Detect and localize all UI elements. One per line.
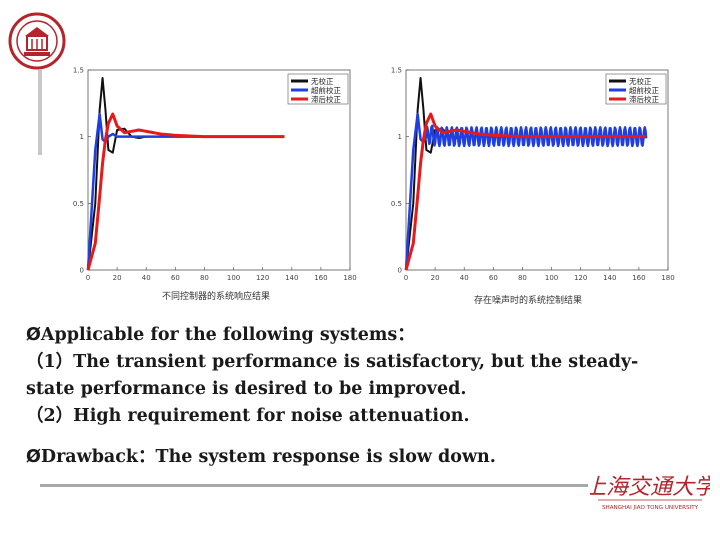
bullet-sub-1-cont: state performance is desired to be impro… [26,379,467,399]
legend-entry: 超前校正 [629,85,659,95]
x-tick-label: 0 [404,274,408,282]
x-tick-label: 60 [171,274,180,282]
x-tick-label: 180 [343,274,356,282]
x-tick-label: 100 [227,274,240,282]
bullet-drawback-text: Drawback：The system response is slow dow… [40,447,496,467]
y-tick-label: 0 [80,267,84,275]
y-tick-label: 1 [398,133,402,141]
y-tick-label: 0 [398,267,402,275]
legend-entry: 滞后校正 [629,94,659,104]
legend-entry: 无校正 [311,76,334,86]
university-logo: 上海交通大学 SHANGHAI JIAO TONG UNIVERSITY [584,466,719,516]
y-tick-label: 0.5 [73,200,84,208]
chart-no-noise: 0 20 40 60 80 100 120 140 160 180 0 0.5 1 1.5 无校正 超前校正滞… [62,62,362,288]
series-line-2 [404,112,647,271]
x-tick-label: 140 [603,274,616,282]
logo-english-text: SHANGHAI JIAO TONG UNIVERSITY [602,505,699,511]
bullet-arrow-icon: Ø [26,325,41,345]
x-tick-label: 40 [142,274,151,282]
legend-entry: 无校正 [629,76,652,86]
chart-with-noise-caption: 存在噪声时的系统控制结果 [474,296,583,306]
bullet-sub-1: （1）The transient performance is satisfac… [26,352,639,372]
x-tick-label: 40 [460,274,469,282]
chart-no-noise-caption: 不同控制器的系统响应结果 [162,292,271,302]
x-tick-label: 0 [86,274,90,282]
x-tick-label: 120 [256,274,269,282]
logo-chinese-text: 上海交通大学 [590,475,710,500]
series-line-2 [86,112,286,271]
chart-with-noise-plot: 0 20 40 60 80 100 120 140 160 180 0 0.5 1 1.5 无校正超前校正滞… [391,67,675,283]
decorative-bar [38,70,42,155]
legend-entry: 滞后校正 [311,94,341,104]
bullet-drawback: ØDrawback：The system response is slow do… [26,444,706,471]
y-tick-label: 1 [80,133,84,141]
bullet-applicable: ØApplicable for the following systems： [26,322,706,349]
chart-with-noise: 0 20 40 60 80 100 120 140 160 180 0 0.5 1 1.5 无校正 超前校正滞… [380,62,680,288]
x-tick-label: 140 [285,274,298,282]
x-tick-label: 100 [545,274,558,282]
chart-no-noise-plot: 0 20 40 60 80 100 120 140 160 180 0 0.5 1 1.5 无校正超前校正滞… [73,67,357,283]
y-tick-label: 0.5 [391,200,402,208]
x-tick-label: 160 [314,274,327,282]
x-tick-label: 180 [661,274,674,282]
bullet-applicable-text: Applicable for the following systems： [40,325,415,345]
y-tick-label: 1.5 [391,67,402,75]
x-tick-label: 120 [574,274,587,282]
y-tick-label: 1.5 [73,67,84,75]
x-tick-label: 160 [632,274,645,282]
bullet-arrow-icon: Ø [26,447,41,467]
bottom-divider [40,484,588,487]
bullet-sub-2: （2）High requirement for noise attenuatio… [26,406,470,426]
x-tick-label: 80 [518,274,527,282]
x-tick-label: 20 [113,274,122,282]
bullet-list: ØApplicable for the following systems： （… [26,322,706,471]
legend-entry: 超前校正 [311,85,341,95]
x-tick-label: 80 [200,274,209,282]
university-seal-icon [8,12,66,70]
x-tick-label: 60 [489,274,498,282]
x-tick-label: 20 [431,274,440,282]
